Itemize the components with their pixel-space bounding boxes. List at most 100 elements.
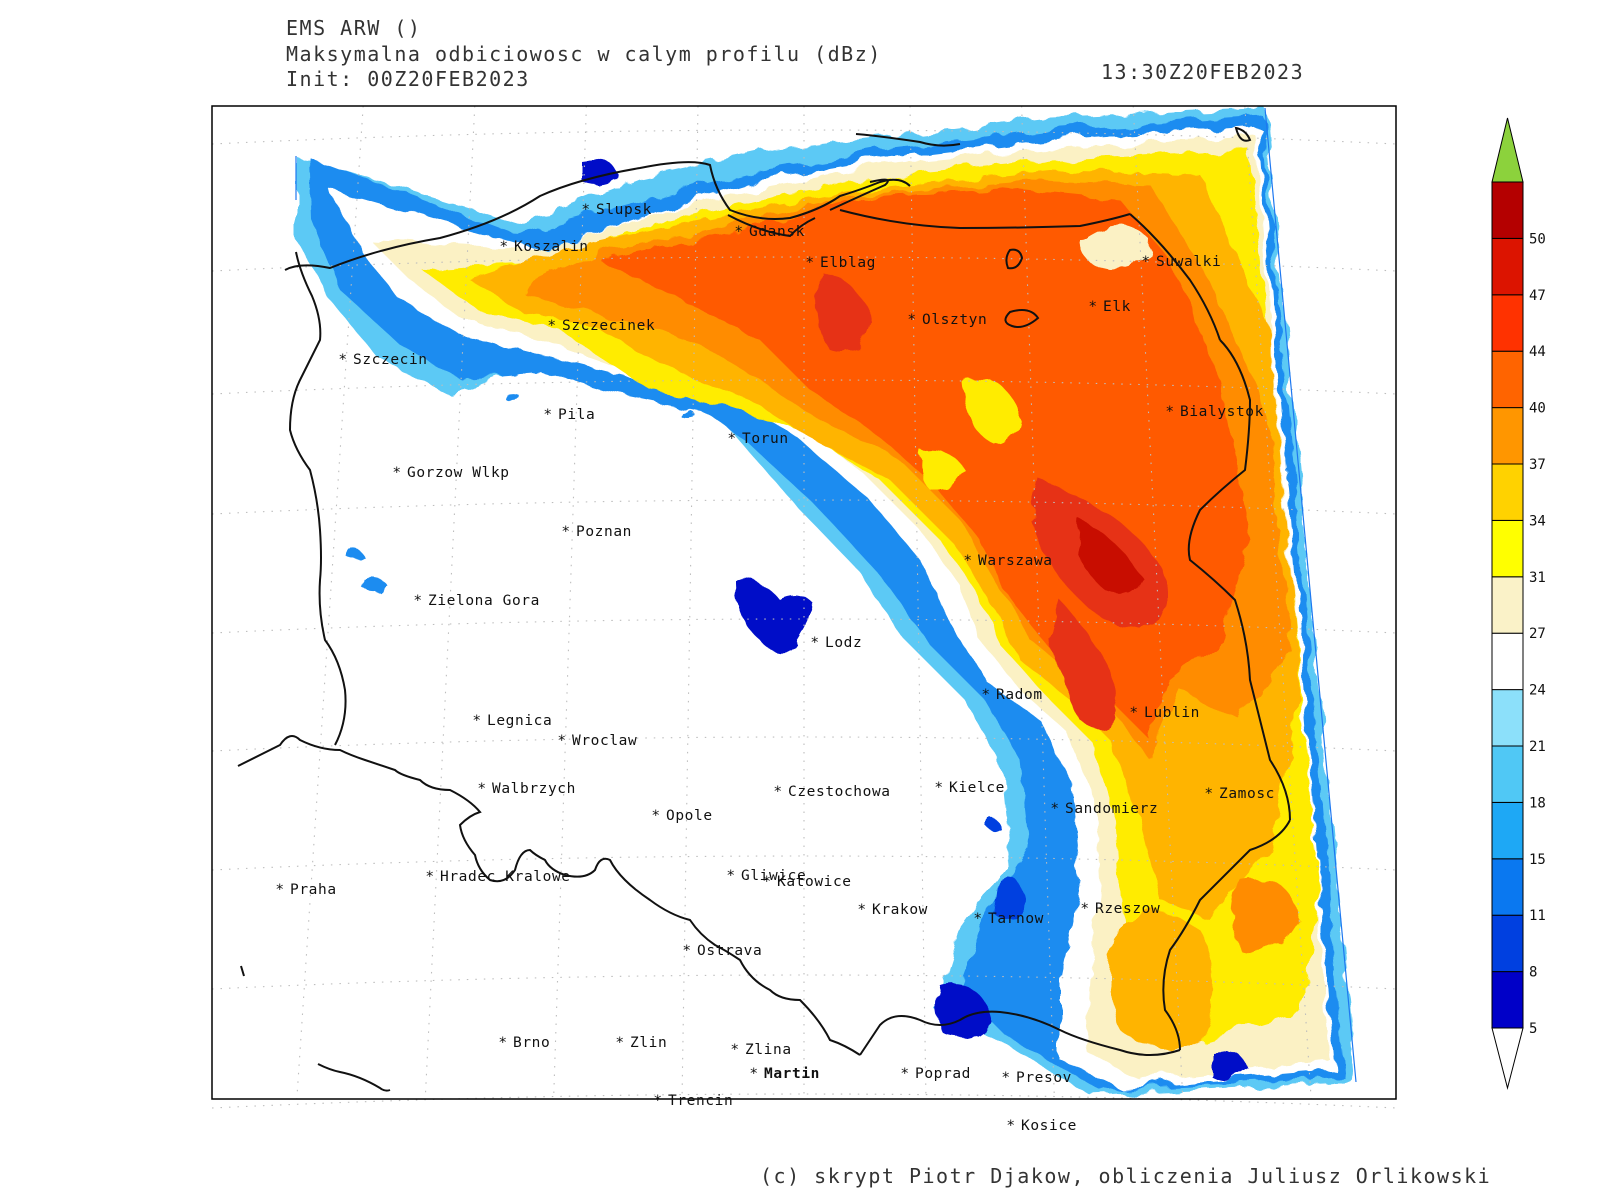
city-czestochowa: * Czestochowa (773, 784, 890, 800)
city-label: Zlina (745, 1042, 792, 1058)
colorbar-box (1491, 237, 1524, 296)
city-walbrzych: * Walbrzych (477, 781, 576, 797)
city-ostrava: * Ostrava (682, 943, 762, 959)
city-opole: * Opole (651, 808, 712, 824)
belarus-border (1187, 339, 1291, 821)
city-lodz: * Lodz (810, 635, 861, 651)
product-title: Maksymalna odbiciowosc w calym profilu (… (286, 42, 882, 66)
border-piece-small (240, 965, 245, 977)
city-label: Poznan (576, 524, 632, 540)
city-poprad: * Poprad (900, 1066, 971, 1082)
colorbar-tick-label: 37 (1529, 457, 1546, 473)
city-suwalki: * Suwalki (1141, 254, 1220, 270)
city-olsztyn: * Olsztyn (907, 312, 986, 328)
colorbar-box (1491, 689, 1524, 747)
city-marker-icon: * (682, 943, 691, 959)
city-marker-icon: * (477, 781, 486, 797)
city-label: Walbrzych (492, 781, 576, 797)
city-label: Szczecin (353, 352, 428, 368)
city-elblag: * Elblag (805, 255, 876, 271)
colorbar-tick-label: 15 (1529, 852, 1546, 868)
echo-south-blob (1110, 912, 1215, 1048)
city-marker-icon: * (805, 255, 814, 271)
city-label: Presov (1016, 1070, 1072, 1086)
city-praha: * Praha (275, 882, 336, 898)
city-label: Radom (996, 687, 1043, 703)
colorbar-box (1491, 294, 1524, 352)
city-koszalin: * Koszalin (499, 239, 588, 255)
colorbar-box (1491, 181, 1524, 239)
city-label: Elk (1103, 299, 1131, 315)
city-trencin: * Trencin (653, 1093, 733, 1109)
slovakia-border (859, 1010, 1181, 1056)
city-bialystok: * Bialystok (1165, 404, 1263, 420)
echo-small-4 (504, 392, 520, 400)
city-marker-icon: * (1006, 1118, 1015, 1134)
city-marker-icon: * (472, 713, 481, 729)
echo-lodz-blob (735, 579, 815, 652)
city-marker-icon: * (726, 868, 735, 884)
city-szczecinek: * Szczecinek (547, 318, 655, 334)
city-marker-icon: * (1129, 705, 1138, 721)
city-marker-icon: * (730, 1042, 739, 1058)
city-marker-icon: * (499, 239, 508, 255)
city-label: Elblag (820, 255, 876, 271)
city-marker-icon: * (973, 911, 982, 927)
ukraine-border (1162, 819, 1291, 1051)
city-label: Kielce (949, 780, 1005, 796)
echo-patch-yellow-2 (918, 449, 965, 491)
city-label: Zamosc (1219, 786, 1275, 802)
city-marker-icon: * (275, 882, 284, 898)
city-label: Ostrava (697, 943, 762, 959)
city-marker-icon: * (653, 1093, 662, 1109)
city-label: Gdansk (749, 224, 805, 240)
city-marker-icon: * (1088, 299, 1097, 315)
city-label: Gliwice (741, 868, 806, 884)
city-legnica: * Legnica (472, 713, 551, 729)
echo-core-44b (1050, 600, 1120, 727)
city-marker-icon: * (543, 407, 552, 423)
city-zlina: * Zlina (730, 1042, 791, 1058)
echo-small-3 (988, 819, 1002, 833)
city-marker-icon: * (651, 808, 660, 824)
colorbar-box (1491, 350, 1524, 409)
colorbar-tick-label: 5 (1529, 1021, 1537, 1037)
city-label: Wroclaw (572, 733, 637, 749)
city-marker-icon: * (810, 635, 819, 651)
city-label: Warszawa (978, 553, 1053, 569)
city-marker-icon: * (1050, 801, 1059, 817)
city-gorzow-wlkp: * Gorzow Wlkp (392, 465, 509, 481)
colorbar-box (1491, 971, 1524, 1029)
baltic-coastline (284, 161, 911, 271)
city-marker-icon: * (727, 431, 736, 447)
city-marker-icon: * (934, 780, 943, 796)
city-label: Slupsk (596, 202, 652, 218)
city-lublin: * Lublin (1129, 705, 1199, 721)
city-wroclaw: * Wroclaw (557, 733, 637, 749)
hel-peninsula (727, 214, 816, 238)
city-kosice: * Kosice (1006, 1118, 1077, 1134)
city-marker-icon: * (1080, 901, 1089, 917)
city-label: Pila (558, 407, 595, 423)
city-label: Tarnow (988, 911, 1044, 927)
city-label: Szczecinek (562, 318, 655, 334)
border-piece-czech-south (317, 1063, 391, 1092)
city-rzeszow: * Rzeszow (1080, 901, 1159, 917)
model-title: EMS ARW () (286, 16, 422, 40)
coast-piece-1 (1234, 126, 1252, 142)
city-label: Kosice (1021, 1118, 1077, 1134)
city-label: Poprad (915, 1066, 971, 1082)
colorbar-box (1491, 801, 1524, 860)
echo-small-5 (678, 408, 694, 416)
city-label: Martin (764, 1066, 820, 1082)
colorbar-tick-label: 24 (1529, 683, 1546, 699)
colorbar-box (1491, 914, 1524, 973)
city-pila: * Pila (543, 407, 595, 423)
colorbar-tick-label: 40 (1529, 401, 1546, 417)
city-marker-icon: * (392, 465, 401, 481)
echo-edge-dark-2 (995, 877, 1025, 920)
city-poznan: * Poznan (561, 524, 632, 540)
city-marker-icon: * (498, 1035, 507, 1051)
city-label: Trencin (668, 1093, 733, 1109)
